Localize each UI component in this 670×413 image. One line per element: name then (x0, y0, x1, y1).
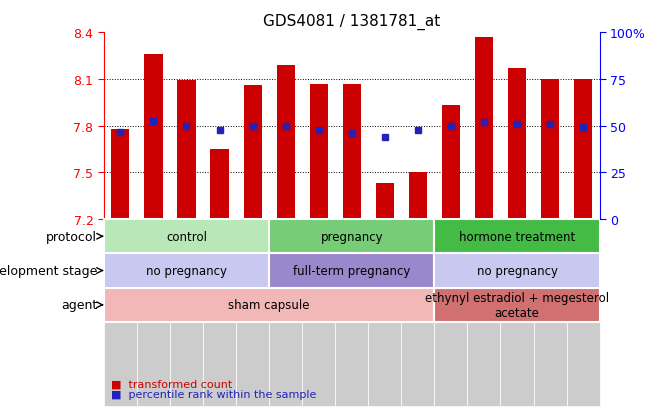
Bar (104, 288, 434, 322)
Text: control: control (166, 230, 207, 243)
Bar (269, 254, 434, 288)
Bar (342, 84, 361, 220)
Bar (243, 86, 262, 220)
Bar (302, 220, 335, 406)
Bar (203, 220, 236, 406)
Bar (434, 254, 600, 288)
Text: sham capsule: sham capsule (228, 299, 310, 311)
Bar (475, 38, 493, 220)
Bar (111, 129, 129, 220)
Bar (104, 254, 269, 288)
Bar (434, 288, 600, 322)
Bar (442, 106, 460, 220)
Bar (369, 220, 401, 406)
Bar (541, 80, 559, 220)
Bar (178, 81, 196, 220)
Bar (137, 220, 170, 406)
Text: development stage: development stage (0, 264, 97, 278)
Bar (104, 220, 137, 406)
Bar (434, 220, 468, 406)
Title: GDS4081 / 1381781_at: GDS4081 / 1381781_at (263, 14, 440, 30)
Text: no pregnancy: no pregnancy (146, 264, 227, 278)
Text: full-term pregnancy: full-term pregnancy (293, 264, 411, 278)
Bar (574, 80, 592, 220)
Bar (269, 220, 302, 406)
Bar (335, 220, 368, 406)
Text: ■  transformed count: ■ transformed count (111, 379, 232, 389)
Bar (210, 150, 228, 220)
Text: ■  percentile rank within the sample: ■ percentile rank within the sample (111, 389, 316, 399)
Bar (376, 184, 394, 220)
Bar (277, 66, 295, 220)
Text: no pregnancy: no pregnancy (476, 264, 557, 278)
Bar (434, 220, 600, 254)
Bar (170, 220, 203, 406)
Bar (236, 220, 269, 406)
Text: agent: agent (61, 299, 97, 311)
Bar (468, 220, 500, 406)
Bar (144, 55, 163, 220)
Bar (310, 84, 328, 220)
Text: pregnancy: pregnancy (320, 230, 383, 243)
Bar (533, 220, 567, 406)
Bar (104, 220, 269, 254)
Bar (409, 173, 427, 220)
Bar (269, 220, 434, 254)
Text: ethynyl estradiol + megesterol
acetate: ethynyl estradiol + megesterol acetate (425, 291, 609, 319)
Text: protocol: protocol (46, 230, 97, 243)
Text: hormone treatment: hormone treatment (459, 230, 575, 243)
Bar (401, 220, 434, 406)
Bar (567, 220, 600, 406)
Bar (508, 69, 526, 220)
Bar (500, 220, 533, 406)
